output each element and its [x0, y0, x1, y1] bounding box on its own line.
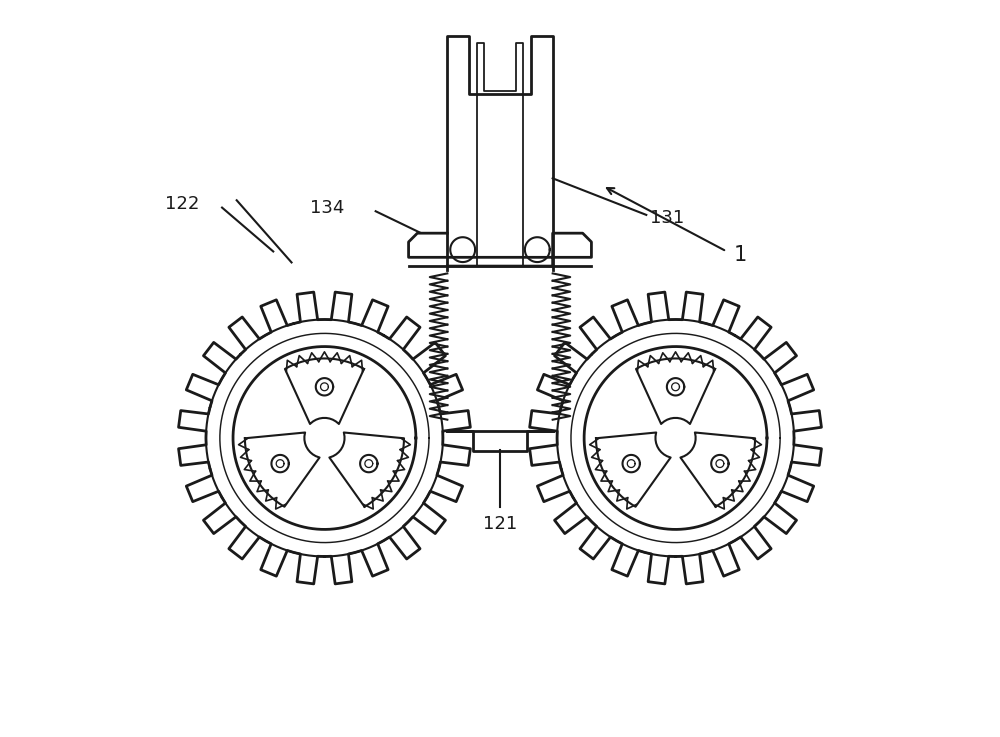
Polygon shape — [409, 233, 591, 257]
Text: 1: 1 — [734, 245, 747, 265]
Text: 121: 121 — [483, 514, 517, 533]
Text: 122: 122 — [165, 195, 199, 213]
Text: 134: 134 — [310, 198, 344, 217]
Polygon shape — [469, 35, 531, 94]
Polygon shape — [447, 35, 553, 430]
Text: 131: 131 — [650, 209, 684, 227]
